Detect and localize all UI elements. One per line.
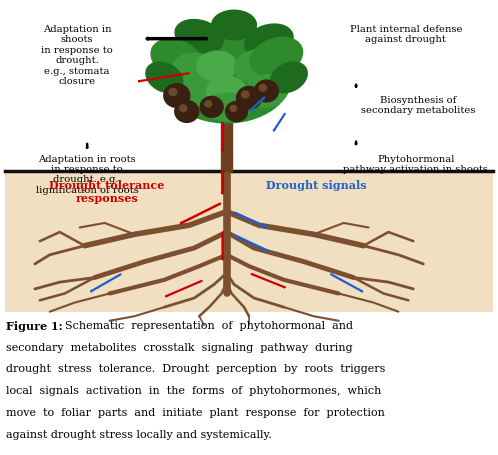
- Ellipse shape: [270, 62, 307, 93]
- Ellipse shape: [172, 53, 222, 88]
- Ellipse shape: [162, 32, 291, 123]
- Circle shape: [164, 84, 190, 107]
- Ellipse shape: [235, 50, 278, 82]
- Circle shape: [230, 106, 237, 111]
- Ellipse shape: [146, 62, 183, 93]
- Ellipse shape: [175, 20, 223, 53]
- Ellipse shape: [212, 10, 256, 40]
- Text: Adaptation in roots
in response to
drought. e.g.,
lignification of roots: Adaptation in roots in response to droug…: [36, 155, 138, 195]
- Text: Biosynthesis of
secondary metabolites: Biosynthesis of secondary metabolites: [361, 96, 476, 115]
- Ellipse shape: [250, 37, 303, 76]
- Text: Drought signals: Drought signals: [266, 180, 367, 191]
- Circle shape: [200, 96, 223, 117]
- Text: Drought tolerance
responses: Drought tolerance responses: [49, 180, 165, 203]
- Ellipse shape: [165, 77, 209, 110]
- Circle shape: [175, 101, 199, 122]
- Bar: [5, 171, 493, 312]
- Text: drought  stress  tolerance.  Drought  perception  by  roots  triggers: drought stress tolerance. Drought percep…: [6, 364, 385, 374]
- Circle shape: [180, 105, 187, 111]
- Ellipse shape: [207, 76, 247, 106]
- Text: Phytohormonal
pathway activation in shoots: Phytohormonal pathway activation in shoo…: [344, 155, 488, 174]
- Text: against drought stress locally and systemically.: against drought stress locally and syste…: [6, 430, 272, 440]
- Circle shape: [259, 85, 266, 91]
- Text: secondary  metabolites  crosstalk  signaling  pathway  during: secondary metabolites crosstalk signalin…: [6, 343, 353, 353]
- Text: Figure 1:: Figure 1:: [6, 321, 63, 332]
- Circle shape: [242, 91, 249, 98]
- Circle shape: [226, 101, 248, 121]
- Circle shape: [237, 86, 261, 109]
- Text: Adaptation in
shoots
in response to
drought.
e.g., stomata
closure: Adaptation in shoots in response to drou…: [41, 25, 113, 86]
- Text: Schematic  representation  of  phytohormonal  and: Schematic representation of phytohormona…: [58, 321, 353, 331]
- Circle shape: [254, 80, 278, 102]
- Ellipse shape: [197, 51, 237, 81]
- Ellipse shape: [245, 75, 288, 107]
- Ellipse shape: [202, 93, 251, 121]
- Ellipse shape: [245, 24, 293, 58]
- Text: Plant internal defense
against drought: Plant internal defense against drought: [350, 25, 462, 45]
- Circle shape: [169, 88, 177, 96]
- Circle shape: [205, 101, 212, 107]
- Text: move  to  foliar  parts  and  initiate  plant  response  for  protection: move to foliar parts and initiate plant …: [6, 408, 385, 418]
- Ellipse shape: [151, 39, 203, 79]
- Text: local  signals  activation  in  the  forms  of  phytohormones,  which: local signals activation in the forms of…: [6, 386, 381, 396]
